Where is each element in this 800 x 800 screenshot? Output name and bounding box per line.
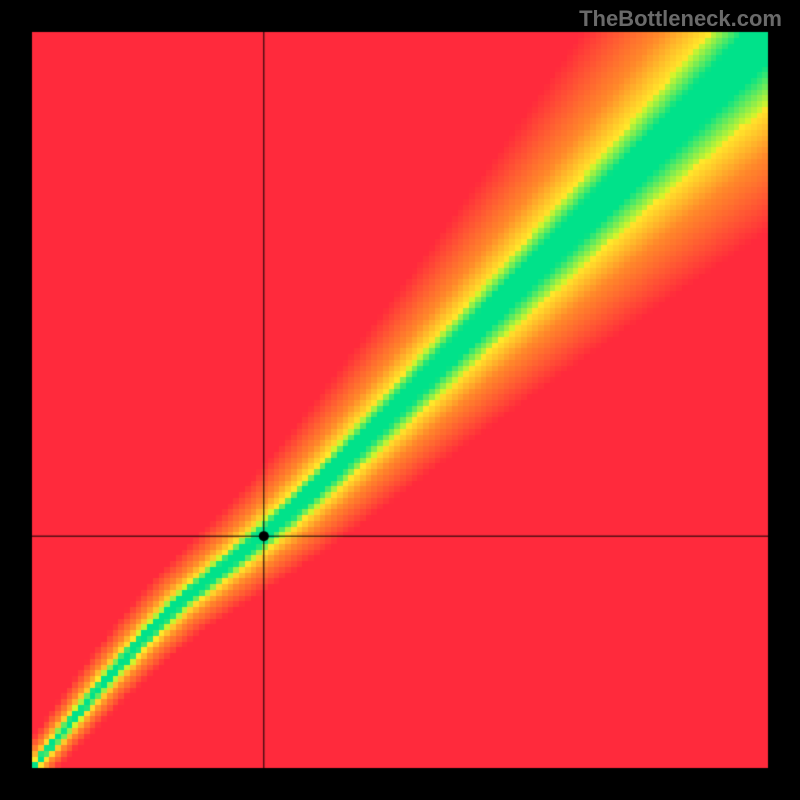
chart-container: TheBottleneck.com [0, 0, 800, 800]
bottleneck-heatmap [0, 0, 800, 800]
watermark-text: TheBottleneck.com [579, 6, 782, 32]
